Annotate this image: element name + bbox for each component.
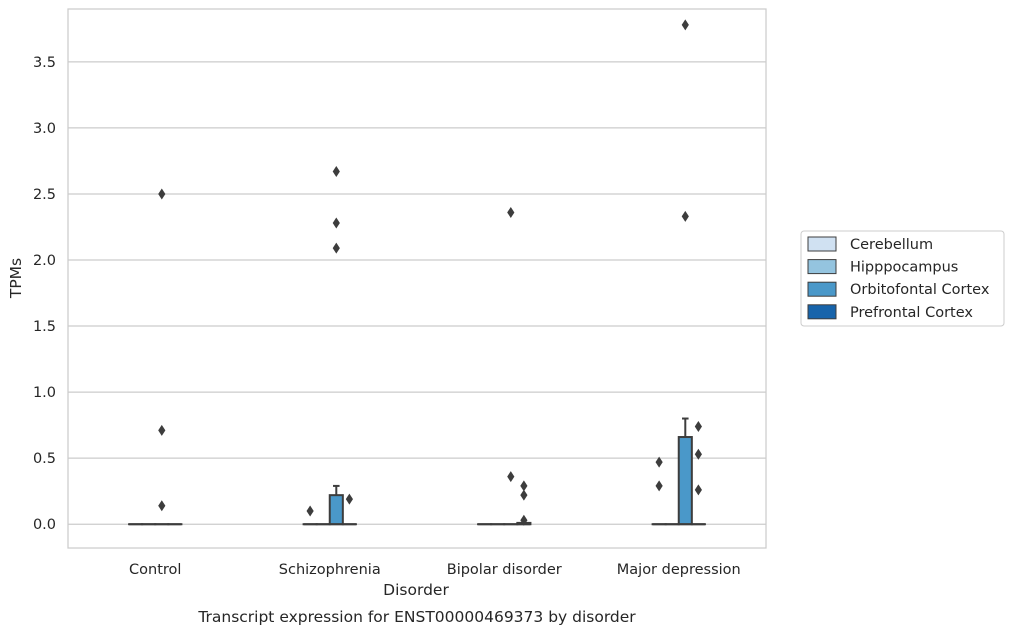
x-axis-ticks: Control Schizophrenia Bipolar disorder Majo…: [129, 562, 741, 578]
y-axis-ticks: 0.0 0.5 1.0 1.5 2.0 2.5 3.0 3.5: [33, 55, 56, 533]
outlier-point: [694, 448, 702, 460]
legend-label: Hipppocampus: [850, 260, 958, 276]
outlier-point: [306, 505, 314, 517]
outlier-point: [520, 480, 528, 492]
legend-swatch: [807, 236, 837, 252]
box-orbitofontal-cortex: [154, 188, 170, 526]
legend-label: Orbitofontal Cortex: [850, 282, 990, 298]
y-tick-label: 3.5: [33, 55, 56, 71]
outlier-point: [694, 420, 702, 432]
legend: Cerebellum Hipppocampus Orbitofontal Corte…: [800, 230, 1005, 327]
x-tick-label: Bipolar disorder: [447, 562, 562, 578]
outlier-point: [694, 484, 702, 496]
plot-frame: [67, 8, 767, 549]
outlier-point: [332, 165, 340, 177]
box: [677, 436, 693, 526]
grid-lines: [68, 61, 766, 525]
outlier-point: [158, 500, 166, 512]
outlier-point: [655, 480, 663, 492]
box-cerebellum: [651, 456, 667, 526]
legend-label: Prefrontal Cortex: [850, 305, 973, 321]
legend-label: Cerebellum: [850, 237, 933, 253]
legend-frame: [800, 230, 1005, 327]
legend-swatch: [807, 259, 837, 275]
x-axis-label: Disorder: [383, 581, 449, 599]
boxes-layer: [128, 19, 706, 526]
outlier-point: [520, 514, 528, 526]
outlier-point: [681, 210, 689, 222]
box-prefrontal-cortex: [516, 480, 532, 526]
y-tick-label: 0.5: [33, 451, 56, 467]
chart-caption: Transcript expression for ENST0000046937…: [197, 608, 636, 626]
outlier-point: [507, 471, 515, 483]
outlier-point: [332, 217, 340, 229]
outlier-point: [507, 206, 515, 218]
outlier-point: [681, 19, 689, 31]
outlier-point: [655, 456, 663, 468]
plot-area: [68, 9, 766, 548]
outlier-point: [158, 424, 166, 436]
box-orbitofontal-cortex: [677, 19, 693, 526]
box-prefrontal-cortex: [690, 420, 706, 526]
outlier-point: [520, 489, 528, 501]
y-axis-label: TPMs: [7, 258, 25, 299]
y-tick-label: 1.0: [33, 385, 56, 401]
legend-swatch: [807, 281, 837, 297]
x-tick-label: Major depression: [617, 562, 741, 578]
y-tick-label: 3.0: [33, 121, 56, 137]
box-prefrontal-cortex: [341, 493, 357, 526]
y-tick-label: 2.0: [33, 253, 56, 269]
box-orbitofontal-cortex: [328, 165, 344, 526]
y-tick-label: 0.0: [33, 517, 56, 533]
x-tick-label: Schizophrenia: [279, 562, 381, 578]
box: [328, 494, 344, 526]
y-tick-label: 1.5: [33, 319, 56, 335]
y-tick-label: 2.5: [33, 187, 56, 203]
outlier-point: [345, 493, 353, 505]
x-tick-label: Control: [129, 562, 181, 578]
outlier-point: [158, 188, 166, 200]
legend-swatch: [807, 304, 837, 320]
outlier-point: [332, 242, 340, 254]
